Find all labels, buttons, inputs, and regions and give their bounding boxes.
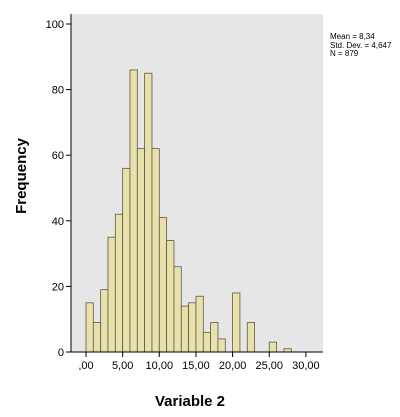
- histogram-bar: [195, 295, 204, 353]
- x-tick-label: 25,00: [255, 360, 283, 372]
- x-tick-label: 30,00: [292, 360, 320, 372]
- histogram-bar: [136, 148, 146, 353]
- histogram-bar: [129, 69, 138, 353]
- y-tick-label: 60: [52, 150, 64, 162]
- stat-std-dev: Std. Dev. = 4,647: [330, 40, 392, 50]
- y-tick-label: 40: [52, 216, 64, 228]
- x-tick-label: 5,00: [112, 360, 133, 372]
- histogram-bar: [180, 305, 190, 353]
- stat-n: N = 879: [330, 49, 359, 59]
- histogram-bar: [188, 302, 197, 353]
- y-axis-title: Frequency: [13, 137, 30, 214]
- histogram-bar: [173, 266, 182, 353]
- stat-mean: Mean = 8,34: [330, 32, 375, 41]
- x-tick-label: 20,00: [219, 360, 247, 372]
- histogram-bar: [232, 292, 241, 353]
- histogram-bar: [246, 322, 255, 353]
- histogram-bar: [166, 240, 175, 353]
- histogram-bar: [151, 148, 160, 353]
- histogram-bar: [92, 322, 102, 353]
- histogram-bar: [202, 331, 212, 353]
- histogram-bar: [158, 217, 168, 353]
- histogram-bar: [217, 338, 226, 353]
- y-tick-label: 20: [52, 281, 64, 293]
- x-tick-label: ,00: [78, 360, 93, 372]
- x-tick-label: 15,00: [182, 360, 210, 372]
- histogram-bar: [210, 322, 219, 353]
- y-tick-label: 0: [58, 347, 64, 359]
- x-tick-label: 10,00: [146, 360, 174, 372]
- histogram-bar: [122, 167, 131, 353]
- histogram-bar: [114, 213, 124, 353]
- y-tick-label: 80: [52, 85, 64, 97]
- histogram-bar: [85, 302, 94, 353]
- x-axis-title: Variable 2: [155, 393, 225, 410]
- histogram-bar: [100, 289, 109, 353]
- histogram-bar: [144, 72, 153, 353]
- axes-group: 0 20 40 60 80 100 ,00 5,00 10,00 15,00 20,00 25,00 3…: [46, 14, 323, 372]
- histogram-bar: [268, 341, 277, 353]
- y-tick-label: 100: [46, 19, 64, 31]
- statistics-box: Mean = 8,34 Std. Dev. = 4,647 N = 879: [330, 32, 398, 59]
- histogram-bar: [107, 236, 116, 353]
